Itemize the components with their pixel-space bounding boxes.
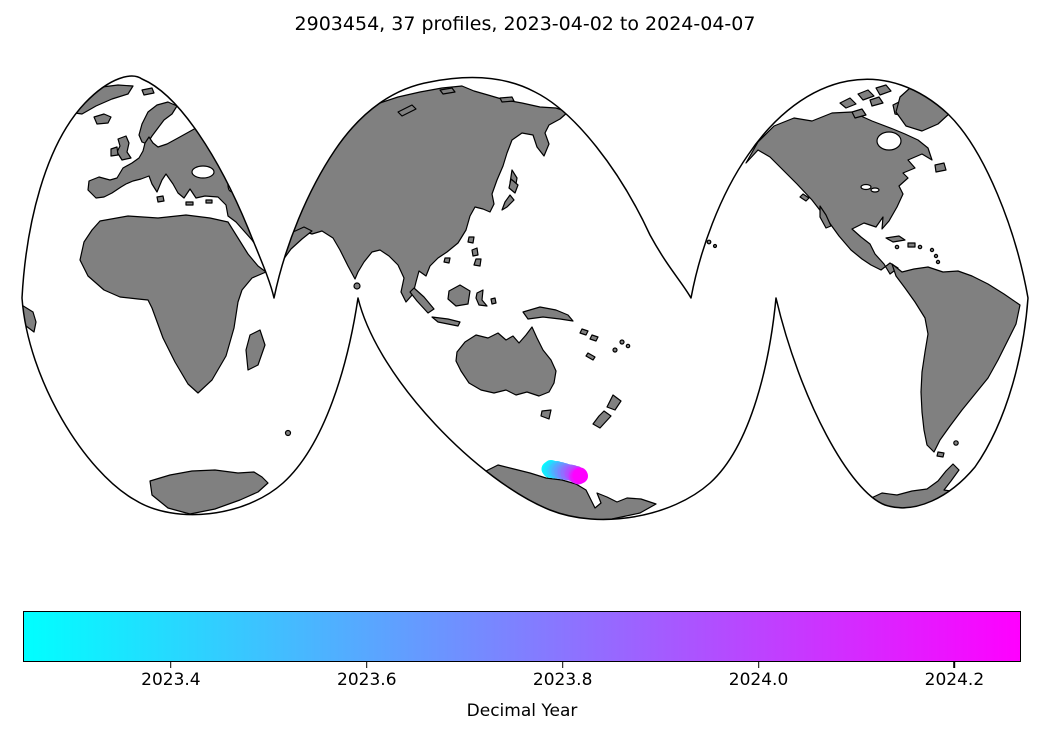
land-antarctica-lobe3 [866, 463, 986, 519]
land-great-britain [116, 135, 132, 161]
land-tasmania [540, 409, 552, 420]
land-arctic-island3 [875, 84, 892, 96]
land-arctic-island2 [857, 89, 875, 101]
land-south-america [891, 263, 1021, 453]
land-newfoundland [934, 162, 947, 173]
land-bering-dot1 [706, 239, 712, 245]
land-antilles1 [929, 247, 935, 253]
land-fiji [612, 347, 618, 353]
land-hainan [443, 257, 451, 264]
land-arctic-island1 [839, 97, 857, 109]
land-cuba [885, 235, 906, 243]
colorbar-tick-label: 2023.4 [141, 670, 201, 690]
land-greenland [895, 83, 957, 132]
colorbar-tick-labels: 2023.4 2023.6 2023.8 2024.0 2024.2 [23, 670, 1021, 692]
land-arctic-island5 [869, 96, 884, 107]
land-solomons [579, 328, 589, 336]
colorbar-tick [170, 662, 172, 668]
land-new-zealand-south [592, 410, 612, 429]
colorbar-tick-label: 2023.6 [337, 670, 397, 690]
hudson-bay [876, 131, 902, 151]
colorbar-axis-label: Decimal Year [466, 701, 578, 721]
colorbar-tick-label: 2024.0 [728, 670, 789, 690]
land-antilles2 [933, 253, 939, 259]
land-siberia-island-dash3 [499, 96, 515, 103]
black-sea [191, 165, 215, 179]
colorbar-tick [953, 662, 956, 668]
land-sulawesi [475, 289, 488, 307]
land-antilles3 [935, 259, 941, 265]
land-new-guinea [522, 306, 574, 322]
land-philippines2 [473, 258, 482, 267]
land-alaska-sliver-lobe2 [595, 125, 613, 143]
land-japan-north [508, 178, 519, 194]
land-solomons2 [589, 334, 599, 342]
profile-point [573, 468, 588, 484]
land-iceland [93, 113, 112, 125]
land-vancouver-island [799, 193, 810, 202]
land-pacific-island2 [625, 343, 631, 349]
land-jamaica [894, 244, 900, 250]
land-antarctica-lobe1 [149, 469, 269, 515]
land-arctic-island4 [851, 108, 867, 119]
projection-outline [21, 75, 1029, 521]
land-philippines [471, 247, 479, 257]
colorbar-ticks [23, 662, 1021, 669]
colorbar-tick [561, 662, 564, 668]
land-crete [185, 201, 194, 206]
land-asia [291, 85, 569, 303]
page-title: 2903454, 37 profiles, 2023-04-02 to 2024… [294, 13, 756, 35]
land-japan-south [501, 194, 515, 211]
land-madagascar [245, 329, 266, 371]
land-africa [79, 214, 267, 394]
land-new-zealand-north [606, 394, 622, 411]
land-taiwan [467, 236, 475, 244]
land-group [22, 83, 1021, 520]
land-borneo [447, 284, 471, 307]
land-kerguelen [284, 429, 292, 437]
land-scandinavia [138, 101, 178, 145]
colorbar-tick-label: 2023.8 [532, 670, 593, 690]
land-siberia-island-dash1 [397, 104, 417, 117]
land-arctic-dash [141, 87, 155, 96]
land-pacific-island1 [619, 339, 625, 345]
land-java [431, 316, 461, 327]
land-sumatra [409, 287, 435, 314]
colorbar-gradient [23, 611, 1021, 662]
land-moluccas [490, 297, 497, 305]
land-bering-dot2 [712, 243, 718, 249]
land-sri-lanka [353, 282, 361, 290]
land-cyprus [205, 199, 213, 204]
colorbar-tick-label: 2024.2 [924, 670, 985, 690]
land-falklands [953, 440, 959, 446]
land-sicily [156, 195, 165, 203]
land-north-america [745, 111, 933, 275]
land-baja [819, 205, 832, 229]
land-tierra-del-fuego [936, 451, 945, 458]
land-new-caledonia [585, 352, 596, 361]
great-lakes2 [870, 187, 880, 193]
caspian-sea [227, 169, 241, 193]
land-puerto-rico [917, 244, 923, 250]
profile-scatter-points [541, 460, 588, 485]
colorbar-tick [757, 662, 760, 668]
land-hispaniola [907, 242, 916, 248]
great-lakes [860, 183, 872, 191]
land-ireland [110, 146, 119, 157]
land-australia [455, 326, 557, 397]
colorbar-tick [365, 662, 368, 668]
land-siberia-island-dash2 [439, 87, 456, 95]
